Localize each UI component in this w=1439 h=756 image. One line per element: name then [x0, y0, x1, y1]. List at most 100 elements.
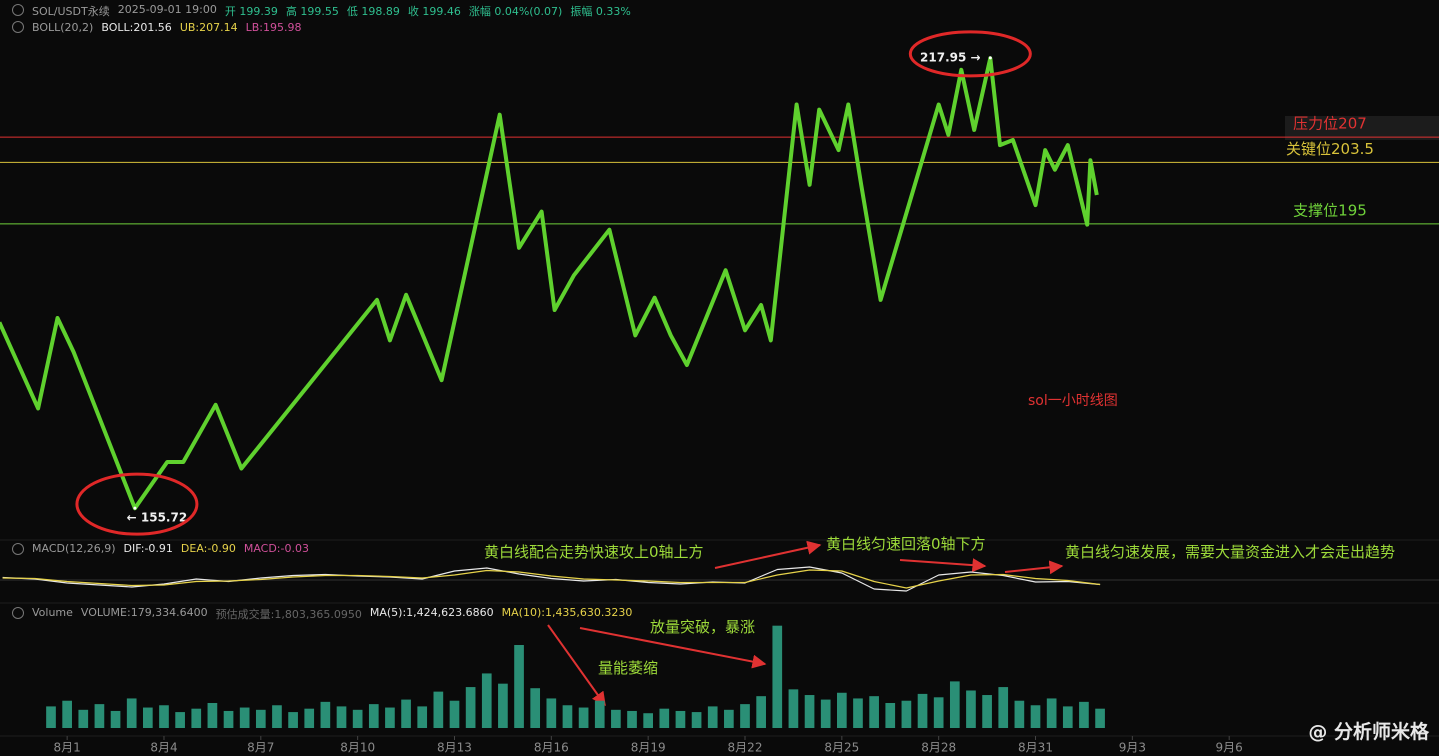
volume-bar: [707, 706, 718, 728]
volume-bar: [917, 693, 928, 728]
volume-bar: [546, 698, 557, 728]
volume-bar: [885, 702, 896, 728]
volume-bar: [401, 699, 411, 728]
volume-bar: [481, 673, 492, 728]
x-tick-label: 9月3: [1119, 741, 1146, 755]
volume-bar: [594, 700, 605, 728]
arrow: [1004, 560, 1064, 575]
symbol-header: SOL/USDT永续 2025-09-01 19:00 开 199.39 高 199.…: [32, 3, 631, 19]
volume-bar: [740, 704, 750, 728]
x-tick-label: 8月31: [1018, 741, 1053, 755]
macd-header: MACD(12,26,9) DIF:-0.91 DEA:-0.90 MACD:-0.0…: [32, 542, 309, 555]
volume-bar: [304, 708, 315, 728]
volume-bar: [675, 710, 686, 728]
header-item: 高 199.55: [285, 5, 339, 18]
level-label: 支撑位195: [1293, 201, 1367, 219]
volume-bar: [724, 709, 734, 728]
volume-bar: [966, 690, 976, 728]
collapse-icon[interactable]: [12, 543, 24, 555]
header-item: 涨幅 0.04%(0.07): [468, 5, 563, 18]
annotation: 黄白线匀速回落0轴下方: [826, 535, 986, 553]
volume-bar: [433, 691, 444, 728]
header-item: MACD(12,26,9): [32, 542, 116, 555]
volume-bar: [578, 707, 589, 728]
volume-bar: [1046, 698, 1057, 728]
annotation-arrows: [547, 540, 1064, 707]
annotation: 黄白线匀速发展，需要大量资金进入才会走出趋势: [1065, 543, 1396, 561]
extreme-point: [988, 56, 992, 60]
volume-bar: [1030, 705, 1041, 728]
header-item: 开 199.39: [224, 5, 278, 18]
header-item: Volume: [32, 606, 73, 619]
volume-bar: [836, 692, 847, 728]
arrow: [579, 627, 767, 669]
volume-bar: [175, 712, 185, 728]
volume-bar: [869, 696, 879, 728]
volume-bar: [949, 681, 960, 728]
header-item: 低 198.89: [346, 5, 400, 18]
volume-bar: [998, 687, 1009, 728]
volume-bar: [94, 704, 105, 728]
arrow: [714, 540, 822, 569]
volume-bar: [255, 709, 266, 728]
x-tick-label: 8月4: [150, 741, 177, 755]
volume-bar: [627, 710, 637, 728]
volume-bar: [611, 709, 621, 728]
header-item: 振幅 0.33%: [570, 5, 631, 18]
header-item: VOLUME:179,334.6400: [80, 606, 208, 619]
header-item: MA(5):1,424,623.6860: [369, 606, 494, 619]
volume-bar: [1062, 706, 1073, 728]
volume-bar: [352, 709, 363, 728]
x-tick-label: 8月10: [340, 741, 375, 755]
volume-bar: [756, 696, 766, 728]
volume-bar: [562, 705, 573, 728]
volume-bar: [498, 683, 508, 728]
volume-bar: [126, 698, 137, 728]
highlight-ring: [75, 472, 199, 536]
annotation: 放量突破，暴涨: [650, 618, 756, 636]
volume-bar: [530, 688, 541, 728]
collapse-icon[interactable]: [12, 4, 24, 16]
volume-bar: [691, 712, 702, 728]
annotation: 量能萎缩: [598, 659, 659, 677]
volume-header: Volume VOLUME:179,334.6400 预估成交量:1,803,365…: [32, 606, 632, 622]
extreme-point: [133, 506, 137, 510]
volume-bar: [385, 707, 395, 728]
volume-bar: [46, 706, 56, 728]
x-tick-label: 8月7: [247, 741, 274, 755]
volume-bar: [901, 700, 912, 728]
line-series: [2, 569, 1101, 589]
x-tick-label: 8月19: [631, 741, 666, 755]
line-series: [2, 566, 1101, 592]
extreme-label: ← 155.72: [127, 511, 188, 525]
volume-bar: [820, 699, 831, 728]
volume-bar: [239, 707, 250, 728]
volume-bar: [659, 708, 670, 728]
volume-bar: [1014, 700, 1025, 728]
header-item: MACD:-0.03: [243, 542, 309, 555]
volume-bar: [933, 697, 944, 728]
header-item: MA(10):1,435,630.3230: [501, 606, 633, 619]
volume-bar: [514, 645, 524, 728]
volume-bar: [288, 712, 298, 728]
volume-bar: [368, 704, 379, 728]
collapse-icon[interactable]: [12, 607, 24, 619]
volume-bar: [643, 713, 654, 728]
volume-bar: [772, 625, 783, 728]
x-tick-label: 8月28: [921, 741, 956, 755]
x-tick-label: 8月16: [534, 741, 569, 755]
volume-bar: [804, 695, 815, 728]
collapse-icon[interactable]: [12, 21, 24, 33]
volume-bar: [465, 687, 476, 728]
volume-bar: [159, 705, 169, 728]
level-label-bg: [1285, 116, 1439, 140]
volume-bar: [78, 709, 89, 728]
volume-bar: [62, 700, 72, 728]
x-tick-label: 8月13: [437, 741, 472, 755]
volume-bar: [336, 706, 347, 728]
watermark: @ 分析师米格: [1308, 721, 1429, 743]
volume-bar: [272, 705, 282, 728]
header-item: 收 199.46: [407, 5, 461, 18]
arrow: [899, 558, 987, 573]
header-item: 2025-09-01 19:00: [117, 3, 217, 16]
